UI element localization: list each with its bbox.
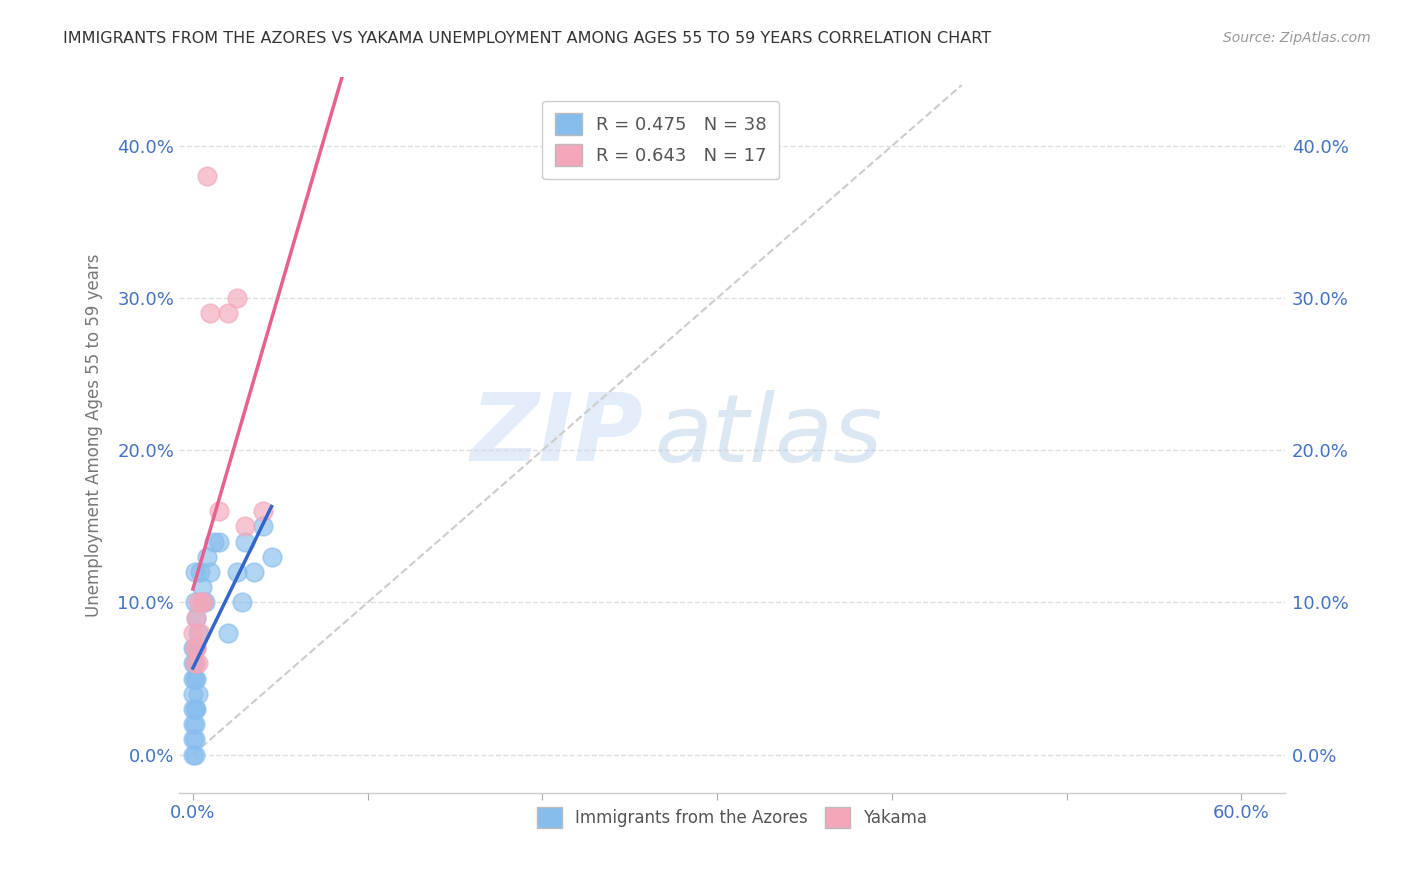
Point	[186, 610, 208, 624]
Point	[233, 519, 256, 533]
Text: IMMIGRANTS FROM THE AZORES VS YAKAMA UNEMPLOYMENT AMONG AGES 55 TO 59 YEARS CORR: IMMIGRANTS FROM THE AZORES VS YAKAMA UNE…	[63, 31, 991, 46]
Point	[252, 504, 274, 518]
Point	[187, 657, 209, 671]
Point	[183, 657, 205, 671]
Point	[187, 595, 209, 609]
Point	[243, 565, 266, 579]
Point	[195, 549, 218, 564]
Text: ZIP: ZIP	[471, 389, 644, 481]
Point	[187, 625, 209, 640]
Point	[225, 565, 247, 579]
Point	[181, 625, 204, 640]
Point	[193, 595, 215, 609]
Point	[183, 747, 205, 762]
Point	[231, 595, 253, 609]
Point	[190, 580, 212, 594]
Text: Source: ZipAtlas.com: Source: ZipAtlas.com	[1223, 31, 1371, 45]
Point	[183, 732, 205, 747]
Point	[186, 672, 208, 686]
Point	[187, 687, 209, 701]
Point	[183, 641, 205, 656]
Point	[193, 595, 215, 609]
Point	[217, 625, 239, 640]
Point	[181, 657, 204, 671]
Point	[183, 702, 205, 716]
Point	[225, 291, 247, 305]
Point	[183, 595, 205, 609]
Point	[183, 717, 205, 731]
Point	[186, 641, 208, 656]
Point	[183, 641, 205, 656]
Point	[181, 732, 204, 747]
Point	[181, 641, 204, 656]
Point	[208, 504, 231, 518]
Point	[217, 306, 239, 320]
Point	[186, 610, 208, 624]
Point	[233, 534, 256, 549]
Point	[183, 565, 205, 579]
Y-axis label: Unemployment Among Ages 55 to 59 years: Unemployment Among Ages 55 to 59 years	[86, 253, 103, 616]
Point	[188, 565, 211, 579]
Point	[200, 306, 222, 320]
Point	[181, 702, 204, 716]
Point	[183, 657, 205, 671]
Point	[190, 595, 212, 609]
Point	[260, 549, 283, 564]
Legend: Immigrants from the Azores, Yakama: Immigrants from the Azores, Yakama	[530, 801, 934, 834]
Text: atlas: atlas	[655, 390, 883, 481]
Point	[186, 641, 208, 656]
Point	[188, 625, 211, 640]
Point	[252, 519, 274, 533]
Point	[186, 702, 208, 716]
Point	[181, 717, 204, 731]
Point	[202, 534, 225, 549]
Point	[194, 595, 217, 609]
Point	[183, 672, 205, 686]
Point	[208, 534, 231, 549]
Point	[181, 672, 204, 686]
Point	[181, 687, 204, 701]
Point	[200, 565, 222, 579]
Point	[181, 747, 204, 762]
Point	[195, 169, 218, 184]
